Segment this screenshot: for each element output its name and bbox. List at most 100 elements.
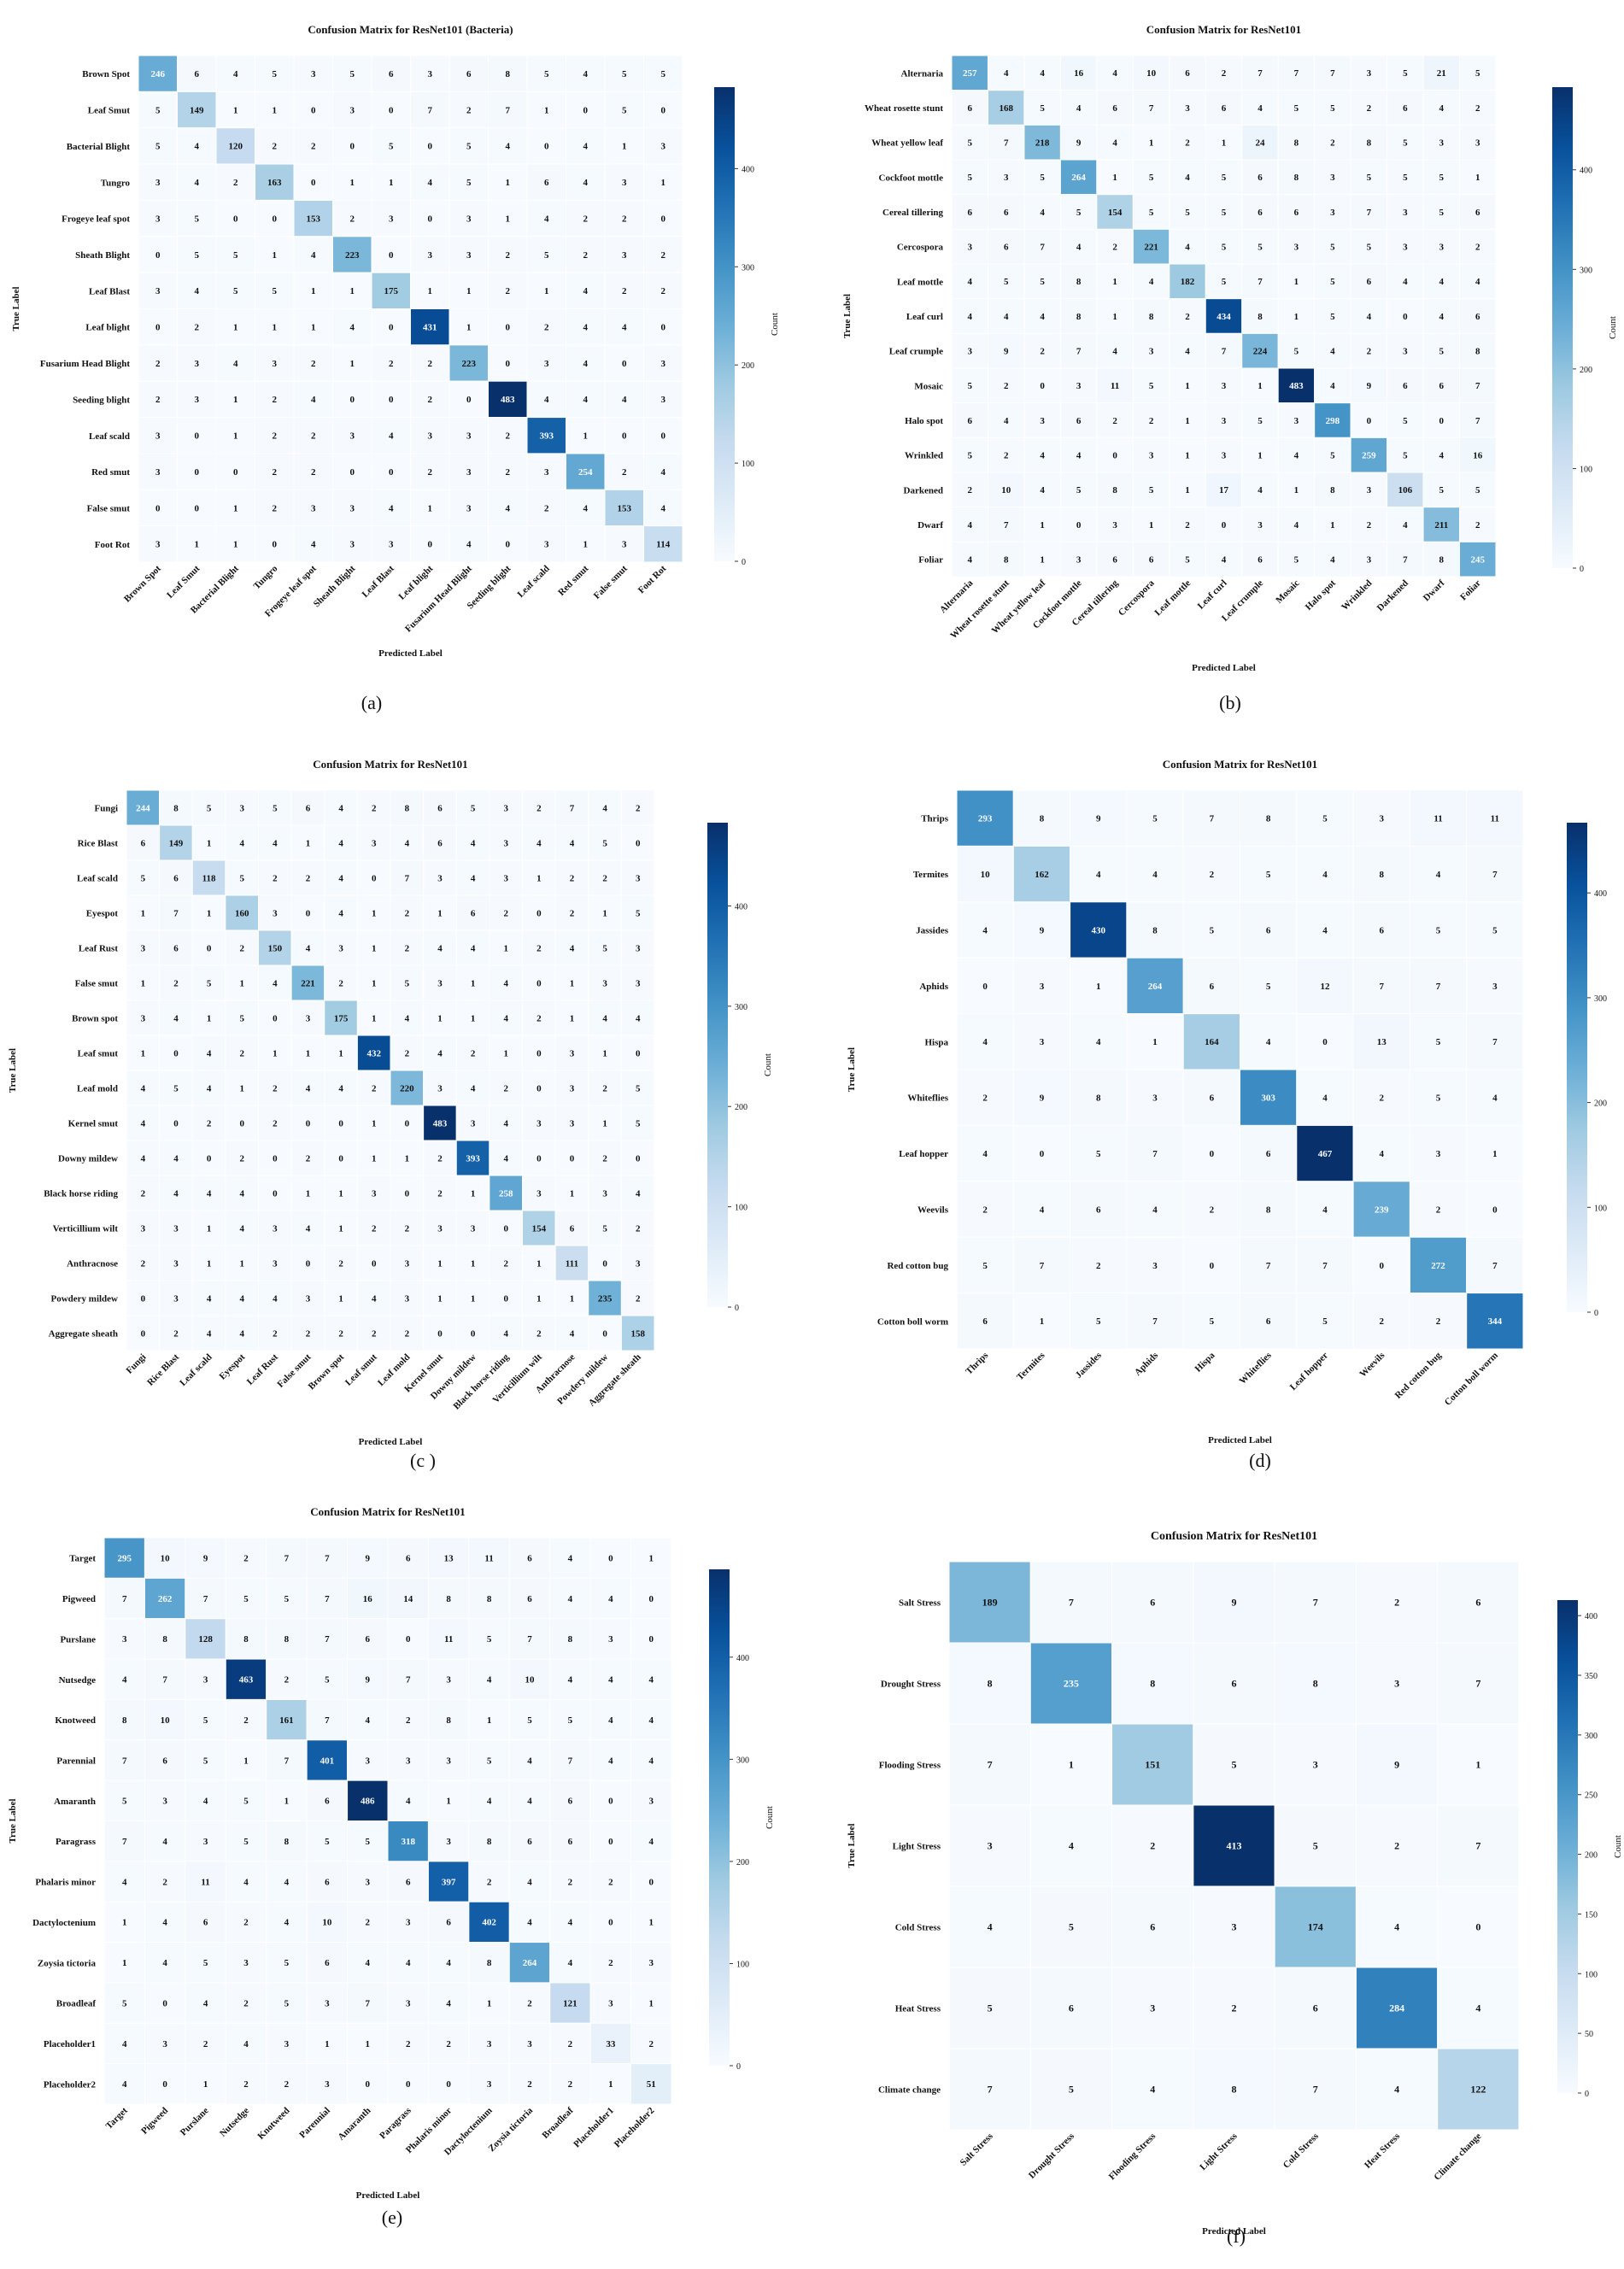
x-tick-label: Foot Rot bbox=[636, 563, 669, 595]
cell-value: 0 bbox=[366, 2079, 371, 2090]
heatmap-cell bbox=[948, 1804, 1031, 1887]
colorbar-label: Count bbox=[763, 1053, 773, 1076]
heatmap-cell bbox=[1023, 437, 1061, 473]
y-tick-label: Cold Stress bbox=[895, 1923, 941, 1933]
cell-value: 4 bbox=[207, 1083, 212, 1093]
cell-value: 6 bbox=[195, 69, 200, 79]
cell-value: 11 bbox=[444, 1634, 453, 1645]
heatmap-cell bbox=[1241, 541, 1279, 578]
cell-value: 4 bbox=[649, 1675, 654, 1686]
heatmap-cell bbox=[589, 1942, 632, 1984]
cell-value: 8 bbox=[243, 1634, 249, 1645]
cell-value: 4 bbox=[1076, 451, 1082, 461]
heatmap-cell bbox=[427, 1901, 470, 1944]
cell-value: 4 bbox=[1004, 416, 1009, 426]
cell-value: 1 bbox=[233, 395, 238, 405]
cell-value: 1 bbox=[372, 908, 377, 918]
cell-value: 397 bbox=[442, 1877, 456, 1887]
cell-value: 1 bbox=[273, 1048, 278, 1058]
cell-value: 2 bbox=[1004, 381, 1009, 391]
y-tick-label: Leaf hopper bbox=[899, 1149, 948, 1159]
heatmap-cell bbox=[225, 859, 259, 896]
cell-value: 2 bbox=[1222, 68, 1227, 79]
cell-value: 4 bbox=[982, 1037, 988, 1047]
cell-value: 3 bbox=[1403, 208, 1408, 218]
y-tick-label: Leaf mottle bbox=[897, 277, 943, 287]
heatmap-cell bbox=[1070, 957, 1128, 1015]
x-tick-label: Cercospora bbox=[1117, 578, 1157, 618]
cell-value: 2 bbox=[1436, 1316, 1441, 1327]
cell-value: 0 bbox=[1210, 1261, 1215, 1271]
y-tick-label: Eyespot bbox=[86, 909, 119, 919]
cell-value: 244 bbox=[136, 803, 150, 813]
y-tick-label: Verticillium wilt bbox=[53, 1224, 119, 1234]
cell-value: 8 bbox=[487, 1837, 492, 1847]
heatmap-cell bbox=[177, 236, 217, 273]
cell-value: 3 bbox=[405, 1293, 410, 1304]
heatmap-cell bbox=[526, 489, 566, 527]
heatmap-cell bbox=[306, 1618, 349, 1660]
heatmap-cell bbox=[1387, 507, 1424, 542]
heatmap-cell bbox=[1459, 367, 1497, 404]
y-tick-label: Drought Stress bbox=[881, 1680, 941, 1690]
heatmap-cell bbox=[185, 1779, 226, 1821]
cell-value: 4 bbox=[389, 431, 394, 442]
cell-value: 6 bbox=[1076, 416, 1082, 426]
heatmap-cell bbox=[526, 163, 566, 201]
heatmap-cell bbox=[588, 929, 622, 966]
cell-value: 3 bbox=[1313, 1759, 1318, 1771]
heatmap-cell bbox=[306, 1901, 349, 1944]
cell-value: 6 bbox=[568, 1837, 573, 1847]
cell-value: 4 bbox=[1380, 1149, 1385, 1159]
cell-value: 4 bbox=[306, 943, 311, 953]
cell-value: 4 bbox=[608, 1594, 613, 1604]
heatmap-cell bbox=[258, 1035, 292, 1071]
heatmap-cell bbox=[1355, 1561, 1439, 1644]
cell-value: 3 bbox=[544, 540, 549, 550]
heatmap-cell bbox=[468, 1577, 510, 1620]
x-tick-label: Wrinkled bbox=[1340, 578, 1374, 613]
heatmap-cell bbox=[1193, 1561, 1275, 1644]
heatmap-cell bbox=[1466, 957, 1524, 1015]
cell-value: 21 bbox=[1437, 68, 1446, 79]
colorbar-tick-label: 300 bbox=[736, 1756, 749, 1765]
heatmap-cell bbox=[293, 163, 333, 201]
heatmap-cell bbox=[191, 894, 226, 931]
cell-value: 4 bbox=[338, 803, 343, 813]
heatmap-cell bbox=[387, 1820, 429, 1862]
cell-value: 2 bbox=[1112, 243, 1117, 253]
heatmap-cell bbox=[347, 1698, 389, 1741]
cell-value: 259 bbox=[1362, 451, 1376, 461]
cell-value: 10 bbox=[161, 1554, 171, 1564]
y-tick-label: Climate change bbox=[878, 2085, 941, 2096]
heatmap-cell bbox=[159, 1000, 193, 1036]
cell-value: 5 bbox=[1040, 103, 1045, 114]
y-tick-label: Termites bbox=[913, 870, 949, 880]
colorbar-tick-label: 200 bbox=[736, 1858, 749, 1867]
cell-value: 5 bbox=[350, 69, 355, 79]
y-tick-label: Red cotton bug bbox=[887, 1261, 948, 1271]
cell-value: 2 bbox=[471, 1048, 476, 1058]
colorbar-tick-label: 150 bbox=[1585, 1910, 1598, 1920]
heatmap-cell bbox=[185, 1820, 226, 1862]
cell-value: 9 bbox=[1040, 925, 1045, 935]
heatmap-cell bbox=[554, 894, 589, 931]
cell-value: 3 bbox=[1380, 814, 1385, 824]
cell-value: 5 bbox=[661, 69, 666, 79]
cell-value: 0 bbox=[608, 1918, 613, 1928]
cell-value: 220 bbox=[400, 1083, 414, 1093]
cell-value: 0 bbox=[661, 323, 666, 333]
cell-value: 5 bbox=[155, 142, 161, 152]
heatmap-cell bbox=[356, 1105, 391, 1141]
y-tick-label: Placeholder2 bbox=[44, 2079, 97, 2090]
heatmap-cell bbox=[356, 1315, 391, 1351]
y-tick-label: Brown Spot bbox=[82, 69, 130, 79]
x-tick-label: Darkened bbox=[1375, 578, 1410, 613]
heatmap-cell bbox=[1314, 332, 1351, 369]
cell-value: 5 bbox=[544, 250, 549, 261]
cell-value: 6 bbox=[1096, 1205, 1101, 1215]
heatmap-cell bbox=[159, 894, 193, 931]
heatmap-cell bbox=[549, 1577, 591, 1620]
cell-value: 221 bbox=[301, 978, 315, 988]
cell-value: 0 bbox=[602, 1328, 607, 1339]
